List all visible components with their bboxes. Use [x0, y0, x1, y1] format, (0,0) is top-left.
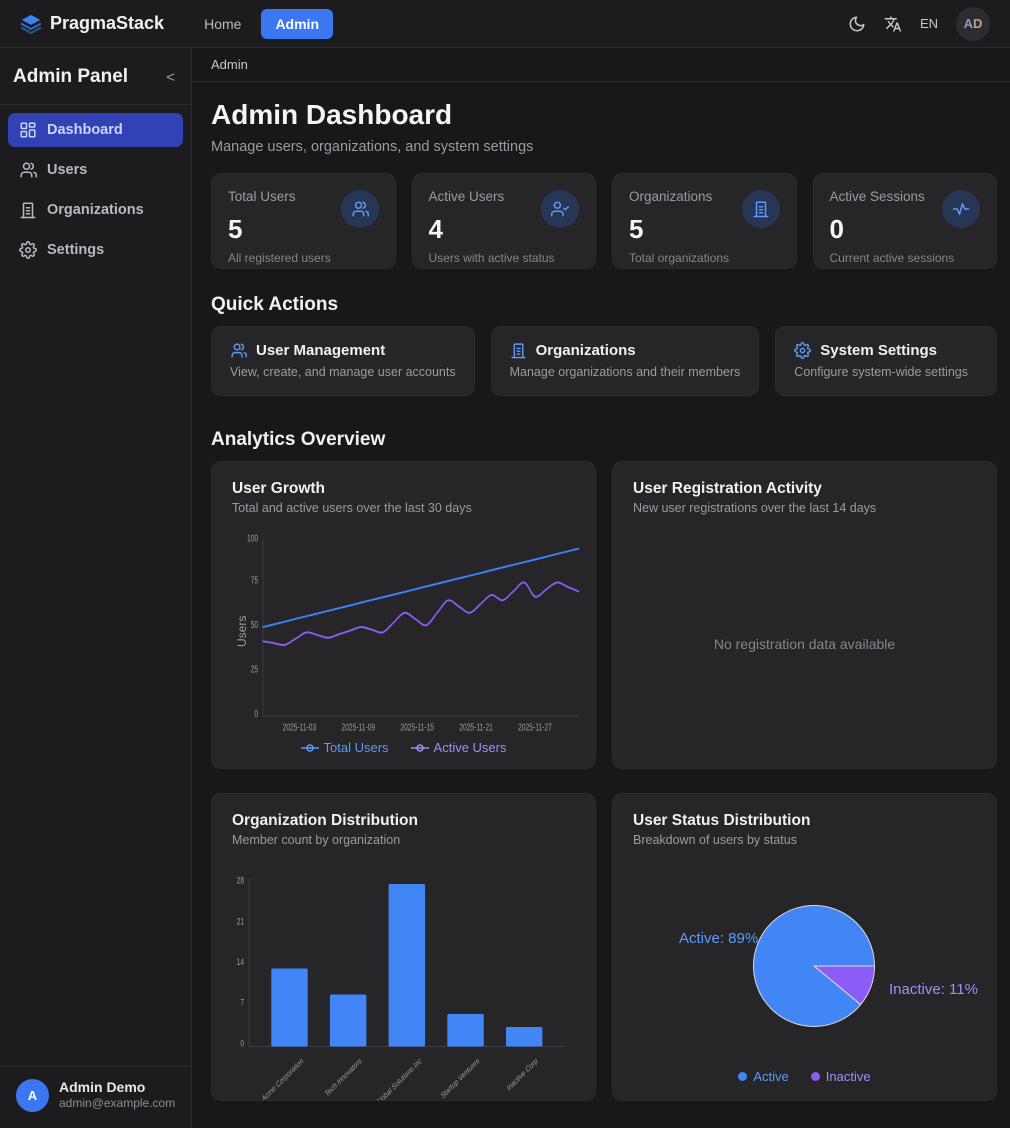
svg-text:2025-11-03: 2025-11-03 — [283, 721, 317, 733]
svg-text:28: 28 — [237, 875, 245, 885]
svg-text:Startup Ventures: Startup Ventures — [439, 1055, 480, 1101]
svg-text:Global Solutions Inc: Global Solutions Inc — [375, 1055, 424, 1101]
svg-text:2025-11-27: 2025-11-27 — [518, 721, 552, 733]
svg-text:Inactive Corp: Inactive Corp — [505, 1055, 538, 1093]
svg-text:Active: 89%: Active: 89% — [679, 930, 758, 947]
svg-text:0: 0 — [240, 1038, 244, 1048]
svg-text:21: 21 — [237, 916, 245, 926]
svg-text:7: 7 — [240, 998, 244, 1008]
svg-text:25: 25 — [251, 663, 259, 675]
svg-text:2025-11-15: 2025-11-15 — [400, 721, 434, 733]
svg-text:100: 100 — [247, 532, 258, 544]
svg-text:50: 50 — [251, 619, 259, 631]
svg-text:Inactive: 11%: Inactive: 11% — [889, 981, 978, 998]
svg-text:0: 0 — [254, 708, 258, 720]
svg-text:14: 14 — [237, 957, 245, 967]
svg-text:2025-11-09: 2025-11-09 — [342, 721, 376, 733]
svg-text:Tech Innovators: Tech Innovators — [324, 1055, 363, 1099]
svg-text:Acme Corporation: Acme Corporation — [260, 1055, 304, 1101]
svg-text:75: 75 — [251, 574, 259, 586]
svg-text:2025-11-21: 2025-11-21 — [459, 721, 493, 733]
